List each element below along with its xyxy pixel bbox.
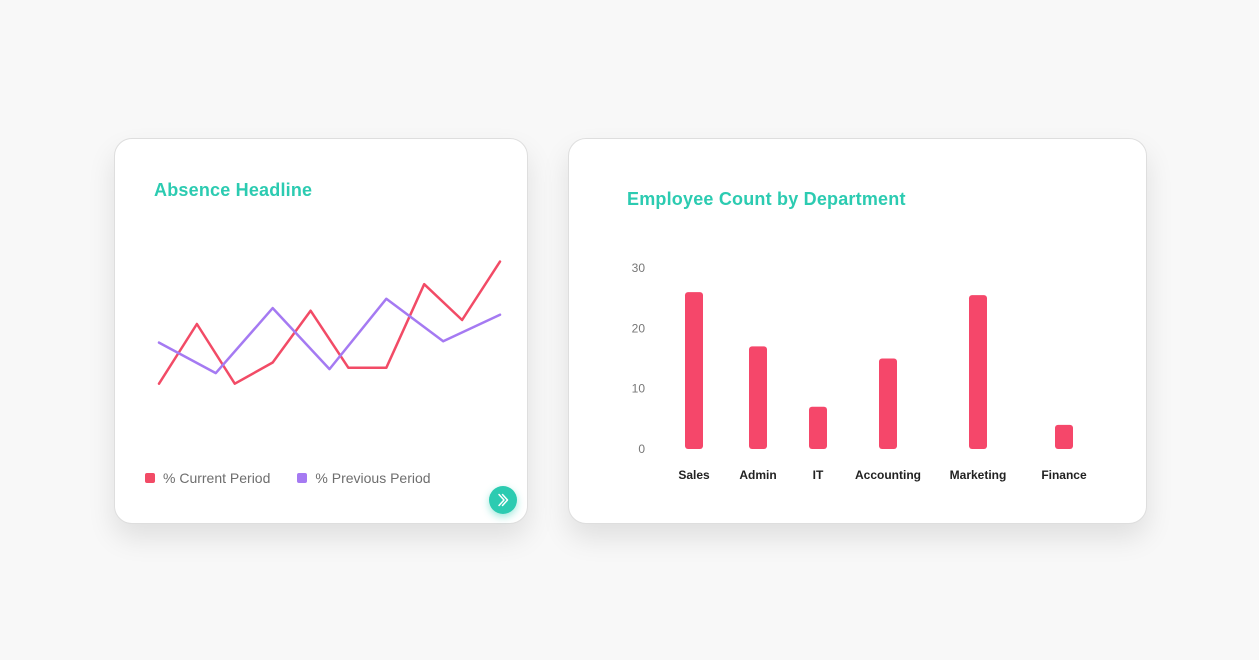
category-label-admin: Admin — [739, 468, 776, 482]
bar-marketing — [969, 295, 987, 449]
absence-legend: % Current Period % Previous Period — [145, 470, 458, 486]
category-label-finance: Finance — [1041, 468, 1087, 482]
chevron-right-icon — [498, 493, 509, 507]
category-label-it: IT — [813, 468, 824, 482]
legend-label-previous: % Previous Period — [315, 470, 431, 486]
legend-label-current: % Current Period — [163, 470, 271, 486]
absence-chart-title: Absence Headline — [154, 180, 313, 200]
category-label-accounting: Accounting — [855, 468, 921, 482]
series-line-current-period — [157, 260, 502, 385]
employee-bar-chart: 0 10 20 30 Sales Admin IT Accounting Marketing Fi… — [632, 261, 1087, 482]
bar-it — [809, 406, 827, 449]
legend-swatch-previous — [297, 473, 308, 483]
y-tick-label: 0 — [638, 442, 645, 456]
y-tick-label: 30 — [632, 261, 646, 275]
next-button[interactable] — [489, 486, 517, 514]
category-label-sales: Sales — [678, 468, 710, 482]
employee-card: Employee Count by Department 0 10 20 30 Sale… — [568, 138, 1147, 524]
y-tick-label: 10 — [632, 382, 646, 396]
absence-card: Absence Headline % Current Period % Prev… — [114, 138, 528, 524]
legend-previous-period: % Previous Period — [297, 470, 431, 486]
legend-swatch-current — [145, 473, 155, 483]
legend-current-period: % Current Period — [145, 470, 270, 486]
absence-line-chart — [157, 260, 502, 385]
y-tick-label: 20 — [632, 321, 646, 335]
bar-accounting — [879, 358, 897, 449]
bar-finance — [1055, 424, 1073, 449]
bar-sales — [685, 292, 703, 449]
bar-admin — [749, 346, 767, 449]
employee-chart-title: Employee Count by Department — [627, 189, 906, 209]
category-label-marketing: Marketing — [950, 468, 1007, 482]
series-line-previous-period — [157, 297, 502, 375]
